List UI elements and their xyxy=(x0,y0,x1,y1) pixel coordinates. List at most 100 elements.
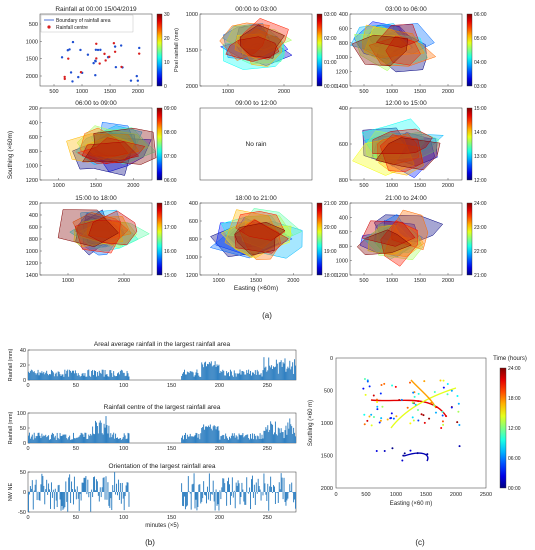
ts-plot-1-bar xyxy=(47,436,49,443)
centre-point xyxy=(442,386,445,389)
map-cell-0-colorbar-bar xyxy=(316,13,323,87)
map-cell-2-area-polygon xyxy=(90,130,137,160)
ts-plot-2-bar xyxy=(30,488,32,492)
ts-plot-1-bar xyxy=(191,436,193,443)
ts-plot-2-bar xyxy=(101,487,103,492)
ts-plot-0-bar xyxy=(213,364,215,380)
ts-plot-2-bar xyxy=(72,489,73,492)
rain-pixel xyxy=(67,57,70,60)
ts-plot-2-bar xyxy=(88,492,90,498)
ts-plot-1-bar xyxy=(277,427,279,443)
ts-plot-1-bar xyxy=(295,436,296,443)
ts-plot-0-bar xyxy=(264,367,266,380)
centre-point xyxy=(370,413,373,416)
ts-plot-0-bar xyxy=(273,367,275,380)
ts-plot-1-bar xyxy=(265,427,267,443)
ts-plot-1-bar xyxy=(237,439,239,443)
ts-plot-1-bar xyxy=(269,429,271,443)
ts-plot-0-bar xyxy=(29,371,31,380)
ts-plot-2-bar xyxy=(197,492,199,508)
map-cell-7-ytick: 600 xyxy=(339,230,348,236)
centre-point xyxy=(366,419,369,422)
rain-pixel xyxy=(120,65,123,69)
ts-plot-1-bar xyxy=(81,433,83,443)
ts-plot-0-bar xyxy=(49,374,51,380)
map-cell-4-colorbar-tick: 12:00 xyxy=(474,178,487,184)
ts-plot-2-bar xyxy=(62,492,64,510)
ts-plot-2-bar xyxy=(205,492,207,496)
ts-plot-2-bar xyxy=(51,492,53,498)
ts-plot-1-bar xyxy=(42,436,44,443)
map-cell-4-xtick: 2000 xyxy=(442,183,454,189)
ts-plot-1-bar xyxy=(253,433,255,443)
ts-plot-2-bar xyxy=(31,480,33,492)
trajectory-line xyxy=(370,399,447,417)
ts-plot-1-bar xyxy=(89,435,91,443)
ts-plot-0-bar xyxy=(244,374,246,380)
ts-plot-0-bar xyxy=(257,371,259,380)
ts-plot-1-bar xyxy=(209,424,211,443)
ts-plot-1-bar xyxy=(124,435,126,443)
ts-plot-1-bar xyxy=(35,436,37,443)
ts-plot-1-bar xyxy=(69,435,71,443)
ts-plot-2-bar xyxy=(295,492,296,509)
ts-plot-0-bar xyxy=(101,369,103,380)
ts-plot-0-bar xyxy=(248,369,250,380)
ts-plot-0-bar xyxy=(243,371,245,380)
ts-plot-1-bar xyxy=(117,438,119,443)
ts-plot-1-bar xyxy=(293,427,295,443)
map-cell-5-colorbar-tick: 17:00 xyxy=(164,225,177,231)
centre-point xyxy=(411,401,414,404)
ts-plot-2-bar xyxy=(94,476,95,492)
ts-plot-0-bar xyxy=(36,373,38,380)
centre-point xyxy=(409,422,412,425)
ts-plot-1-bar xyxy=(276,435,278,443)
trajectory-xtick: 500 xyxy=(361,492,370,498)
ts-plot-1-bar xyxy=(116,438,118,443)
ts-plot-2-bar xyxy=(227,481,229,492)
ts-plot-2-bar xyxy=(110,492,112,499)
ts-plot-1-bar xyxy=(67,439,69,443)
ts-xtick: 50 xyxy=(73,515,79,521)
colorbar-label: Pixel rainfall (mm) xyxy=(174,28,180,72)
ts-plot-1-bar xyxy=(83,436,85,443)
ts-plot-2-bar xyxy=(47,492,49,495)
ts-plot-1-ytick: 0 xyxy=(23,441,26,447)
ts-plot-0-bar xyxy=(79,376,81,380)
ts-plot-0-bar xyxy=(286,368,288,380)
ts-plot-0-bar xyxy=(93,375,95,380)
ts-plot-2-bar xyxy=(286,492,288,501)
map-cell-0-ytick: 2000 xyxy=(186,84,198,90)
ts-plot-2-ytick: 50 xyxy=(20,470,26,476)
ts-plot-2-bar xyxy=(67,492,69,512)
map-cell-5-ytick: 400 xyxy=(29,213,38,219)
map-cell-1-area-polygon xyxy=(351,34,409,67)
ts-plot-2-bar xyxy=(276,492,278,493)
ts-plot-0-bar xyxy=(96,372,98,380)
ts-plot-2-bar xyxy=(264,483,266,492)
ts-plot-0-bar xyxy=(81,373,83,380)
ts-plot-1-bar xyxy=(78,436,80,443)
ts-plot-2-bar xyxy=(230,492,232,496)
rain-pixel xyxy=(96,48,100,52)
rain-pixel xyxy=(99,48,102,52)
map-cell-0-colorbar-tick: 02:00 xyxy=(324,36,337,42)
ts-plot-1-bar xyxy=(258,438,260,443)
ts-plot-0-bar xyxy=(90,376,92,380)
centre-point xyxy=(423,421,426,424)
ts-plot-1-bar xyxy=(103,423,105,443)
map-cell-6-colorbar-tick: 18:00 xyxy=(324,273,337,279)
map-cell-4-ytick: 600 xyxy=(339,142,348,148)
ts-plot-2-bar xyxy=(106,492,108,500)
ts-plot-2-bar xyxy=(237,480,239,492)
ts-plot-2-bar xyxy=(120,492,122,504)
ts-plot-0-bar xyxy=(74,370,76,380)
ts-plot-2-bar xyxy=(245,492,247,505)
ts-xtick: 150 xyxy=(167,446,176,452)
ts-plot-2-bar xyxy=(284,492,286,502)
map-cell-5-area-polygon xyxy=(57,209,119,248)
ts-plot-2-bar xyxy=(58,484,60,492)
ts-plot-0-bar xyxy=(207,364,209,380)
ts-plot-1-bar xyxy=(232,435,234,443)
ts-plot-0-bar xyxy=(220,371,222,380)
